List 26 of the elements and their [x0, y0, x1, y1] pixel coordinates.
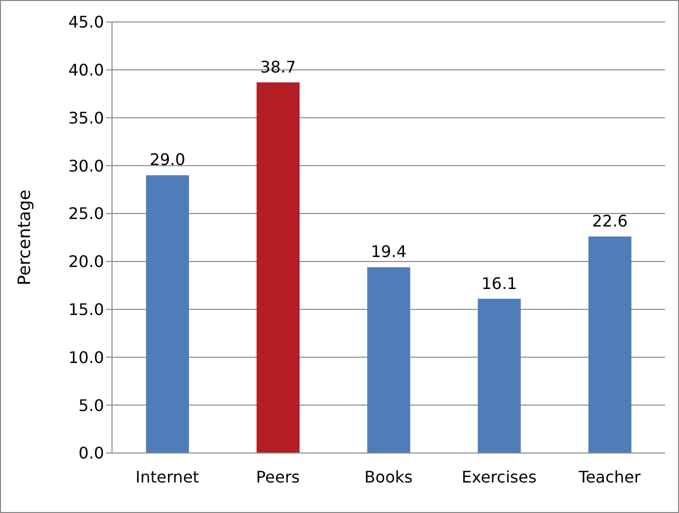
- x-tick-label: Books: [364, 467, 413, 486]
- bar: [146, 175, 189, 453]
- y-tick-label: 25.0: [68, 204, 104, 224]
- y-tick-label: 35.0: [68, 108, 104, 128]
- bar: [478, 298, 521, 453]
- bar: [256, 82, 300, 453]
- y-axis-title: Percentage: [15, 190, 36, 286]
- data-label: 16.1: [481, 274, 518, 293]
- data-label: 38.7: [260, 57, 296, 76]
- x-tick-label: Exercises: [462, 467, 537, 486]
- x-tick-label: Internet: [136, 467, 200, 486]
- y-tick-label: 10.0: [68, 348, 104, 367]
- bar: [588, 236, 632, 453]
- x-tick-label: Teacher: [578, 467, 642, 486]
- y-tick-label: 0.0: [78, 444, 104, 463]
- data-label: 29.0: [150, 150, 186, 170]
- x-tick-label: Peers: [256, 467, 300, 486]
- y-tick-label: 15.0: [68, 300, 104, 320]
- y-tick-label: 5.0: [78, 396, 104, 415]
- y-tick-label: 30.0: [68, 156, 104, 176]
- y-tick-label: 20.0: [68, 252, 104, 272]
- data-label: 22.6: [592, 212, 628, 231]
- bar: [367, 267, 410, 453]
- y-tick-label: 45.0: [68, 12, 104, 32]
- data-label: 19.4: [370, 242, 407, 262]
- y-tick-label: 40.0: [68, 60, 104, 80]
